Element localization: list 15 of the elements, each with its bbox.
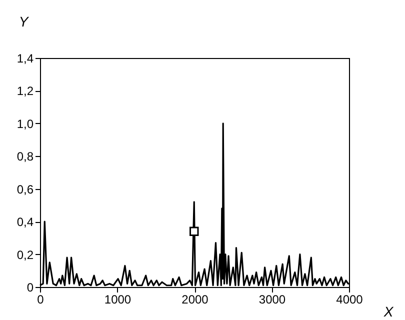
x-tick-label: 3000 [258,292,286,306]
y-axis-title: Y [18,14,30,30]
y-tick-label: 1,4 [16,52,34,66]
y-tick-label: 0,4 [16,215,34,230]
x-tick-label: 1000 [104,292,132,306]
y-tick-label: 0,6 [16,182,34,196]
y-tick-label: 0,8 [16,150,34,164]
y-tick-label: 1,2 [16,84,34,98]
x-tick-label: 0 [37,292,44,306]
y-tick-label: 1,0 [16,116,34,131]
y-tick-label: 0 [26,280,34,294]
y-tick-label: 0,2 [16,248,34,262]
x-tick-label: 4000 [336,292,364,306]
x-tick-label: 2000 [182,292,209,306]
x-axis-title: X [382,304,394,320]
